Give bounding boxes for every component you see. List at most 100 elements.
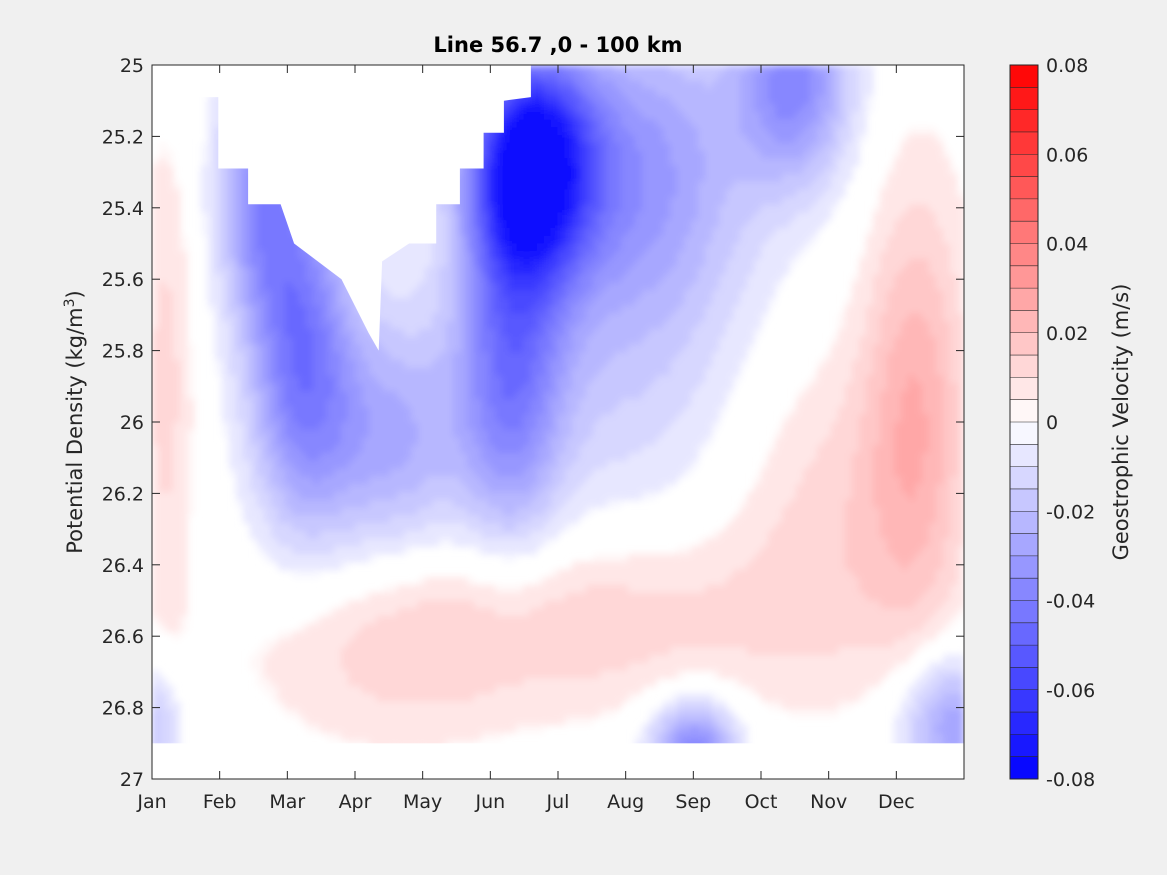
contour-cell bbox=[593, 422, 601, 431]
contour-cell bbox=[593, 305, 601, 314]
contour-cell bbox=[530, 96, 538, 105]
contour-cell bbox=[383, 321, 391, 330]
contour-cell bbox=[453, 584, 461, 594]
contour-cell bbox=[495, 662, 503, 671]
contour-cell bbox=[166, 522, 174, 532]
contour-cell bbox=[222, 227, 230, 237]
contour-cell bbox=[600, 476, 608, 485]
contour-cell bbox=[621, 72, 629, 82]
contour-cell bbox=[551, 390, 559, 400]
contour-cell bbox=[341, 678, 349, 687]
contour-cell bbox=[502, 662, 510, 671]
contour-cell bbox=[558, 297, 566, 307]
contour-cell bbox=[558, 212, 566, 221]
contour-cell bbox=[439, 390, 447, 400]
contour-cell bbox=[362, 390, 370, 400]
contour-cell bbox=[341, 476, 349, 485]
contour-cell bbox=[334, 507, 342, 516]
contour-cell bbox=[558, 127, 566, 136]
contour-cell bbox=[565, 383, 573, 392]
contour-cell bbox=[446, 639, 454, 648]
contour-cell bbox=[509, 212, 517, 221]
contour-cell bbox=[502, 623, 510, 633]
contour-cell bbox=[355, 616, 363, 625]
contour-cell bbox=[152, 437, 160, 446]
contour-cell bbox=[523, 165, 531, 175]
contour-cell bbox=[509, 468, 517, 477]
contour-cell bbox=[551, 158, 559, 167]
contour-cell bbox=[180, 491, 188, 501]
contour-cell bbox=[460, 654, 468, 664]
contour-cell bbox=[579, 662, 587, 671]
contour-cell bbox=[551, 328, 559, 338]
contour-cell bbox=[327, 561, 335, 571]
contour-cell bbox=[593, 569, 601, 578]
contour-cell bbox=[509, 616, 517, 625]
contour-cell bbox=[607, 484, 615, 493]
contour-cell bbox=[173, 181, 181, 190]
contour-cell bbox=[509, 584, 517, 594]
contour-cell bbox=[320, 429, 328, 439]
contour-cell bbox=[152, 515, 160, 524]
contour-cell bbox=[614, 553, 622, 563]
contour-cell bbox=[453, 282, 461, 291]
contour-cell bbox=[628, 390, 636, 400]
contour-cell bbox=[418, 383, 426, 392]
contour-cell bbox=[369, 724, 377, 734]
contour-cell bbox=[467, 367, 475, 377]
contour-cell bbox=[236, 251, 244, 260]
contour-cell bbox=[453, 297, 461, 307]
contour-cell bbox=[285, 561, 293, 571]
contour-cell bbox=[404, 445, 412, 454]
contour-cell bbox=[173, 336, 181, 345]
contour-cell bbox=[607, 647, 615, 656]
contour-cell bbox=[474, 212, 482, 221]
contour-cell bbox=[558, 499, 566, 508]
contour-cell bbox=[355, 639, 363, 648]
contour-cell bbox=[572, 693, 580, 702]
contour-cell bbox=[600, 678, 608, 687]
contour-cell bbox=[544, 631, 552, 640]
contour-cell bbox=[537, 142, 545, 151]
contour-cell bbox=[334, 282, 342, 291]
contour-cell bbox=[474, 499, 482, 508]
contour-cell bbox=[383, 460, 391, 470]
contour-cell bbox=[558, 134, 566, 144]
contour-cell bbox=[579, 623, 587, 633]
contour-cell bbox=[551, 266, 559, 276]
contour-cell bbox=[586, 639, 594, 648]
contour-cell bbox=[159, 243, 167, 252]
contour-cell bbox=[397, 678, 405, 687]
contour-cell bbox=[173, 631, 181, 640]
contour-cell bbox=[369, 499, 377, 508]
contour-cell bbox=[229, 290, 237, 299]
contour-cell bbox=[558, 476, 566, 485]
contour-cell bbox=[432, 685, 440, 695]
contour-cell bbox=[551, 569, 559, 578]
contour-cell bbox=[516, 654, 524, 664]
contour-cell bbox=[551, 716, 559, 726]
contour-cell bbox=[278, 251, 286, 260]
contour-cell bbox=[278, 398, 286, 408]
contour-cell bbox=[376, 352, 384, 361]
contour-cell bbox=[390, 290, 398, 299]
contour-cell bbox=[320, 290, 328, 299]
contour-cell bbox=[551, 631, 559, 640]
contour-cell bbox=[404, 732, 412, 741]
contour-cell bbox=[306, 297, 314, 307]
contour-cell bbox=[446, 212, 454, 221]
contour-cell bbox=[418, 709, 426, 718]
contour-cell bbox=[250, 259, 258, 268]
contour-cell bbox=[390, 429, 398, 439]
contour-cell bbox=[502, 142, 510, 151]
contour-cell bbox=[369, 468, 377, 477]
contour-cell bbox=[635, 406, 643, 415]
contour-cell bbox=[425, 422, 433, 431]
contour-cell bbox=[257, 530, 265, 540]
contour-cell bbox=[439, 608, 447, 617]
contour-cell bbox=[334, 437, 342, 446]
contour-cell bbox=[320, 491, 328, 501]
contour-cell bbox=[467, 654, 475, 664]
contour-cell bbox=[537, 499, 545, 508]
contour-cell bbox=[320, 468, 328, 477]
